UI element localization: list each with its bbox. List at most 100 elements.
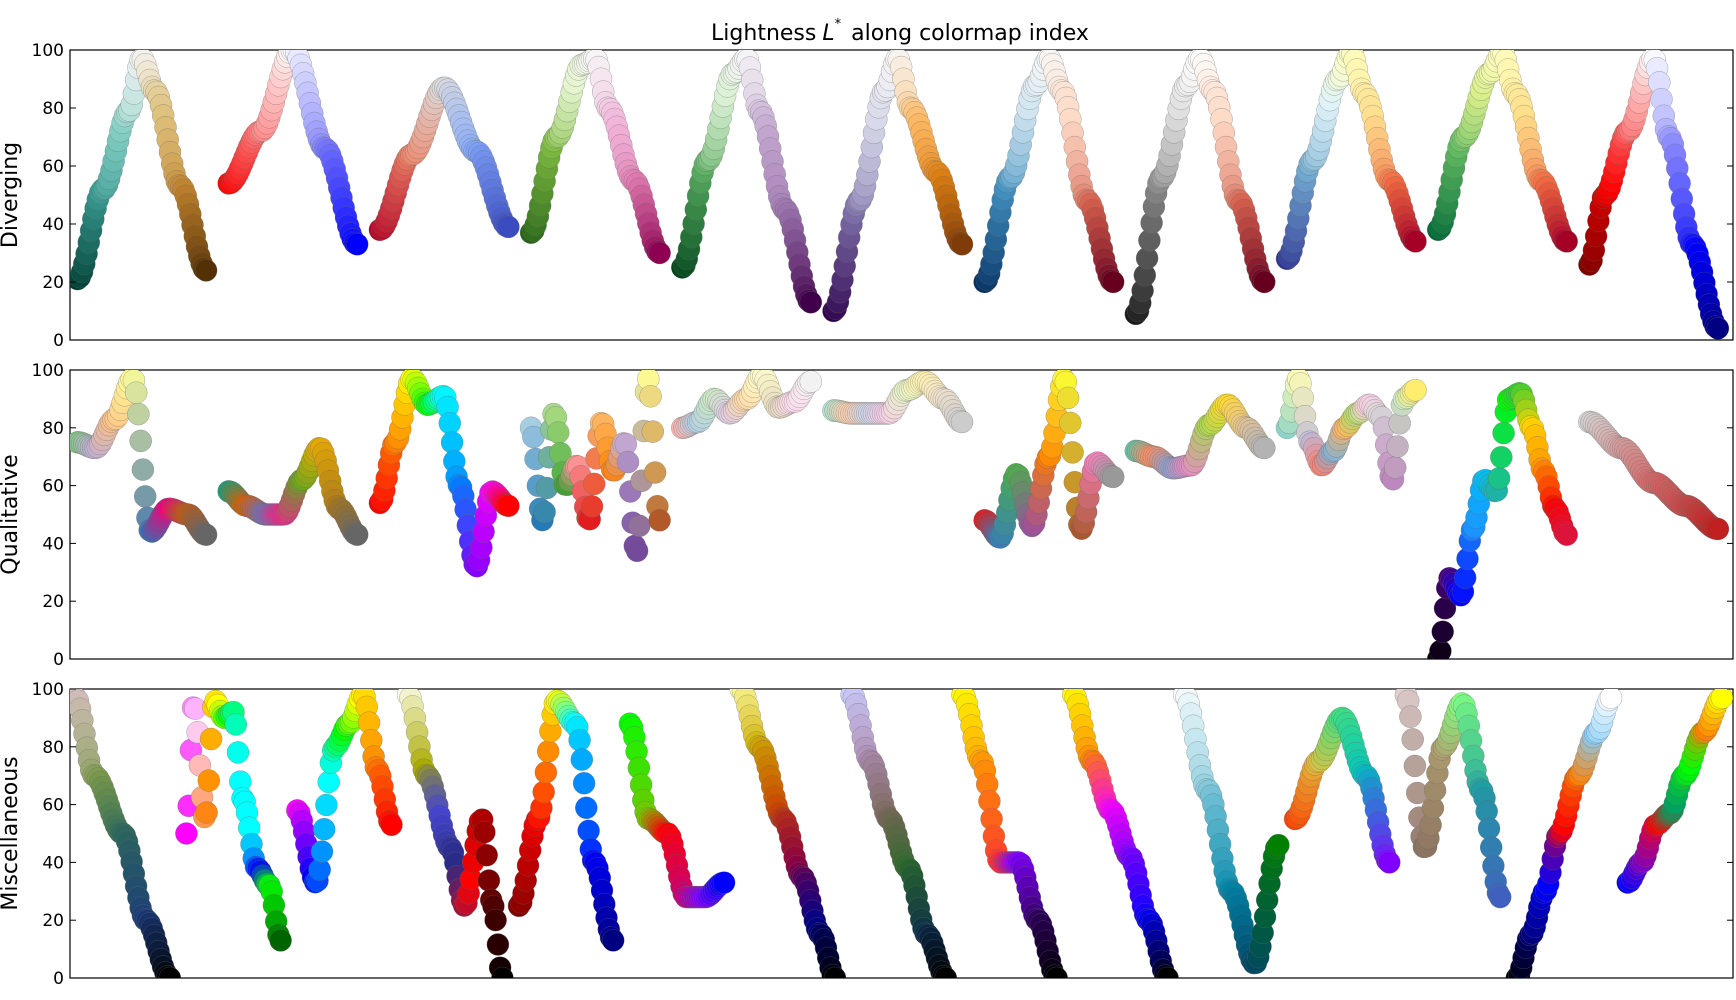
y-tick-label: 80 xyxy=(42,99,64,119)
lightness-point xyxy=(712,871,736,894)
lightness-point xyxy=(310,840,334,863)
lightness-point xyxy=(570,748,593,771)
y-tick-label: 60 xyxy=(42,796,64,816)
lightness-point xyxy=(1384,456,1407,479)
lightness-point xyxy=(125,381,148,404)
lightness-point xyxy=(648,509,671,532)
lightness-point xyxy=(1555,230,1578,253)
y-tick-label: 80 xyxy=(42,738,64,758)
lightness-point xyxy=(1386,435,1409,458)
lightness-point xyxy=(226,741,250,764)
lightness-point xyxy=(1403,754,1427,778)
lightness-point xyxy=(134,485,157,508)
lightness-point xyxy=(1489,885,1512,909)
lightness-point xyxy=(194,259,218,282)
lightness-point xyxy=(1487,467,1511,490)
lightness-point xyxy=(317,770,340,794)
lightness-point xyxy=(346,523,369,546)
lightness-point xyxy=(197,769,220,792)
chart-title-main: Lightness xyxy=(711,21,816,46)
lightness-point xyxy=(1706,517,1730,541)
y-tick-label: 60 xyxy=(42,157,64,177)
y-ticks: 0 20 40 60 80 100 xyxy=(32,41,1733,351)
lightness-point xyxy=(1253,436,1276,460)
lightness-point xyxy=(641,420,664,443)
panel-miscellaneous: 0 20 40 60 80 100 Miscellaneous xyxy=(0,680,1734,989)
lightness-point xyxy=(346,233,369,256)
y-tick-label: 0 xyxy=(53,969,64,989)
lightness-point xyxy=(1399,705,1422,728)
lightness-point xyxy=(625,539,649,562)
lightness-point xyxy=(537,740,560,763)
lightness-point xyxy=(572,772,596,795)
lightness-point xyxy=(1429,639,1452,659)
lightness-point xyxy=(1045,966,1068,978)
lightness-point xyxy=(486,933,510,956)
lightness-point xyxy=(315,793,338,817)
lightness-point xyxy=(1267,833,1290,857)
lightness-point xyxy=(491,966,514,978)
panel-diverging: 0 20 40 60 80 100 Diverging xyxy=(0,41,1734,351)
lightness-point xyxy=(580,495,604,518)
lightness-point xyxy=(532,780,555,804)
panel-qualitative: 0 20 40 60 80 100 Qualitative xyxy=(0,361,1734,670)
lightness-point xyxy=(934,966,957,978)
lightness-point xyxy=(1555,523,1578,546)
lightness-point xyxy=(129,429,152,453)
y-axis-label: Miscellaneous xyxy=(0,756,23,910)
y-tick-label: 0 xyxy=(53,331,64,351)
y-ticks: 0 20 40 60 80 100 xyxy=(32,680,1733,989)
y-tick-label: 60 xyxy=(42,477,64,497)
lightness-point xyxy=(1102,465,1125,489)
y-axis-label: Diverging xyxy=(0,142,23,248)
lightness-point xyxy=(1492,421,1515,445)
lightness-point xyxy=(1490,446,1513,469)
lightness-point xyxy=(575,796,598,819)
y-tick-label: 80 xyxy=(42,419,64,439)
chart-title-superscript: * xyxy=(835,17,842,32)
lightness-point xyxy=(583,472,606,496)
lightness-point xyxy=(131,458,155,481)
lightness-point xyxy=(497,215,520,239)
lightness-point xyxy=(643,461,667,484)
lightness-point xyxy=(1156,966,1179,978)
lightness-point xyxy=(1059,411,1082,435)
lightness-point xyxy=(628,514,651,537)
lightness-point xyxy=(484,908,507,932)
scatter-points xyxy=(70,689,1733,978)
lightness-point xyxy=(195,801,218,824)
lightness-point xyxy=(1401,728,1424,751)
y-tick-label: 20 xyxy=(42,273,64,293)
lightness-point xyxy=(799,291,822,314)
lightness-point xyxy=(533,500,556,524)
lightness-point xyxy=(475,844,498,867)
y-ticks: 0 20 40 60 80 100 xyxy=(32,361,1733,670)
lightness-point xyxy=(313,818,336,841)
lightness-point xyxy=(1378,851,1401,874)
lightness-point xyxy=(473,821,496,844)
scatter-points xyxy=(70,50,1730,340)
lightness-point xyxy=(1454,566,1477,589)
lightness-point xyxy=(799,370,822,393)
lightness-point xyxy=(224,713,247,736)
lightness-point xyxy=(1431,620,1454,643)
y-tick-label: 20 xyxy=(42,911,64,931)
lightness-point xyxy=(1477,817,1501,840)
y-tick-label: 100 xyxy=(32,680,64,700)
chart-title-suffix: along colormap index xyxy=(851,21,1089,46)
lightness-point xyxy=(568,728,591,752)
lightness-point xyxy=(1061,441,1084,464)
lightness-point xyxy=(950,410,974,434)
lightness-point xyxy=(194,523,218,546)
lightness-point xyxy=(127,402,150,426)
lightness-point xyxy=(1710,689,1733,709)
lightness-point xyxy=(158,966,181,978)
y-tick-label: 40 xyxy=(42,534,64,554)
y-tick-label: 0 xyxy=(53,650,64,670)
y-tick-label: 100 xyxy=(32,361,64,381)
lightness-point xyxy=(1404,230,1427,253)
lightness-point xyxy=(1102,270,1125,294)
lightness-point xyxy=(1599,689,1623,709)
chart-title: Lightness L* along colormap index xyxy=(711,17,1089,46)
